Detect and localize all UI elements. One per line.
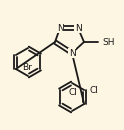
Text: SH: SH [102,37,114,47]
Text: Br: Br [22,63,32,72]
Text: Cl: Cl [69,88,77,97]
Text: N: N [69,48,75,57]
Text: N: N [57,24,63,32]
Text: N: N [75,24,81,32]
Text: Cl: Cl [89,86,98,95]
